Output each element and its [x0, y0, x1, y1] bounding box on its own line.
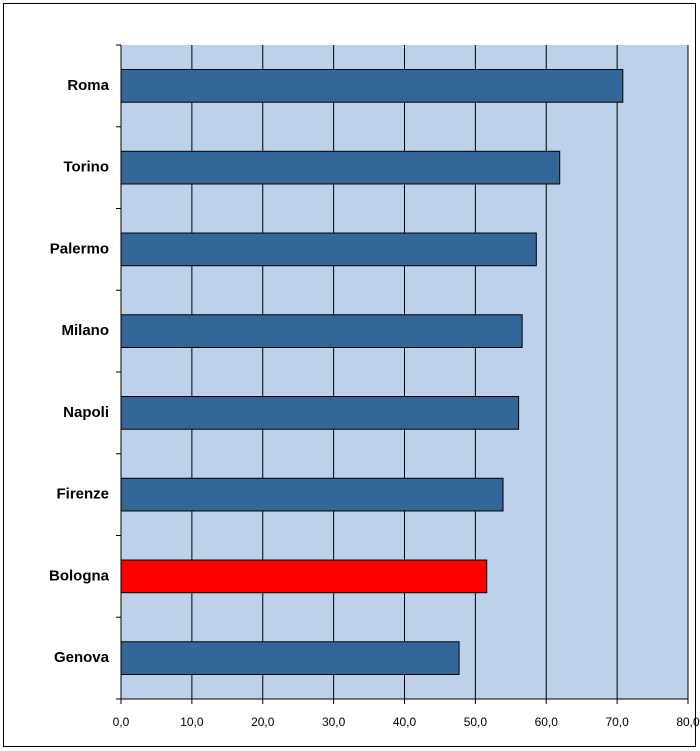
bar — [120, 232, 537, 267]
x-tick-label: 30,0 — [322, 715, 346, 729]
x-tick-label: 20,0 — [251, 715, 275, 729]
y-tick-label: Milano — [62, 322, 110, 339]
x-tick-label: 80,0 — [676, 715, 700, 729]
x-tick-label: 50,0 — [464, 715, 488, 729]
x-tick-label: 10,0 — [180, 715, 204, 729]
x-tick-label: 70,0 — [605, 715, 629, 729]
x-tick-label: 0,0 — [113, 715, 130, 729]
bar — [120, 641, 460, 675]
bar — [120, 150, 561, 185]
bar — [120, 69, 624, 103]
x-tick-label: 40,0 — [393, 715, 417, 729]
y-tick-label: Roma — [67, 77, 109, 94]
bar — [120, 396, 520, 430]
y-tick-label: Palermo — [50, 240, 109, 257]
y-tick-label: Torino — [63, 159, 109, 176]
x-tick-label: 60,0 — [535, 715, 559, 729]
y-tick-label: Bologna — [49, 567, 110, 584]
y-tick-label: Firenze — [56, 486, 109, 503]
bar — [120, 559, 488, 594]
bar — [120, 477, 504, 512]
y-tick-label: Napoli — [63, 404, 109, 421]
y-tick-label: Genova — [54, 649, 110, 666]
bar — [120, 314, 523, 348]
